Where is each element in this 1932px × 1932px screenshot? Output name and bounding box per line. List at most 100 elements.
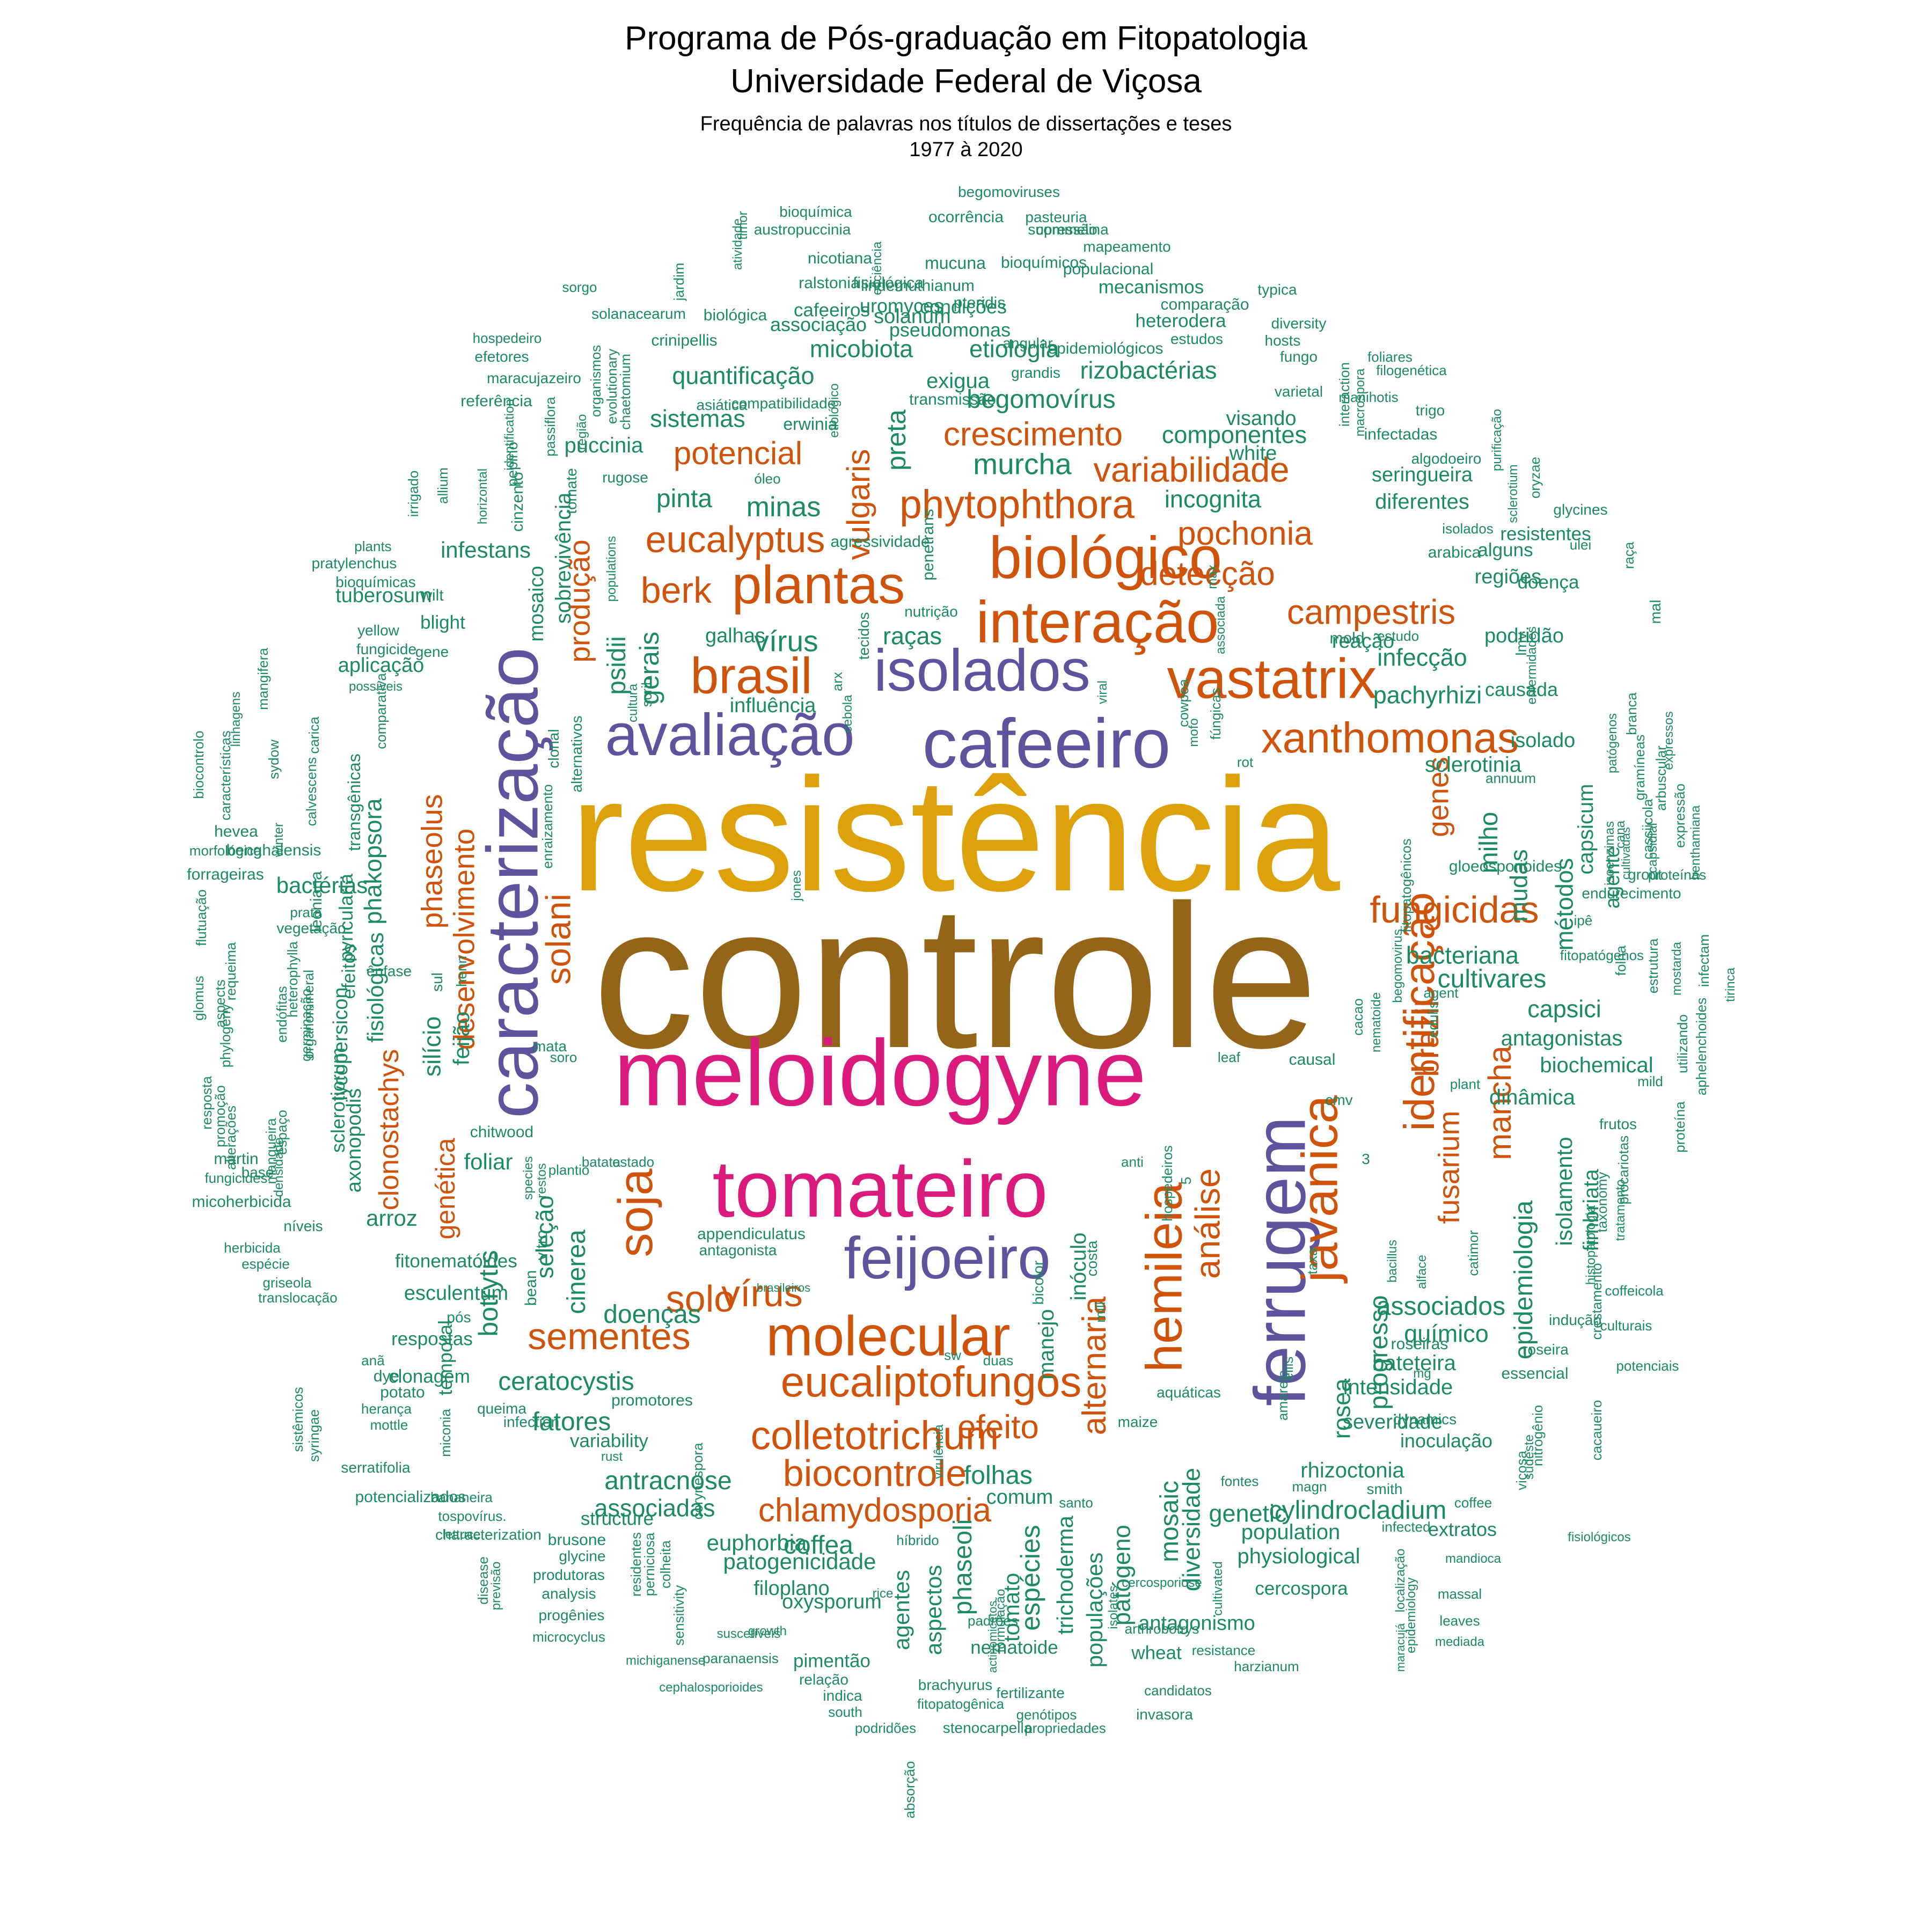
word-perniciosa: perniciosa: [641, 1532, 657, 1597]
word-dye: dye: [373, 1367, 400, 1385]
word-patogenicidade: patogenicidade: [723, 1549, 876, 1574]
word-bicolor: bicolor: [1030, 1260, 1046, 1305]
word-avaliacao: avaliação: [605, 702, 855, 768]
word-potato: potato: [380, 1384, 425, 1401]
word-prata: prata: [290, 904, 322, 920]
word-feijao: feijão: [449, 1011, 474, 1066]
word-amarelo: amarelo: [1275, 1370, 1291, 1421]
word-lindemuthianum: lindemuthianum: [861, 277, 975, 295]
word-glomus: glomus: [191, 976, 207, 1021]
word-deteccao: detecção: [1140, 555, 1275, 592]
word-hospedeiros: hospedeiros: [1159, 1145, 1175, 1221]
word-white: white: [1229, 442, 1277, 465]
word-hosts: hosts: [1264, 332, 1301, 349]
word-biologico: biológico: [989, 525, 1223, 591]
word-massal: massal: [1437, 1586, 1482, 1602]
word-folhas: folhas: [963, 1461, 1033, 1490]
word-phylogeny: phylogeny: [217, 1004, 233, 1068]
word-growth: growth: [748, 1624, 787, 1638]
word-macrospora: macrospora: [1353, 368, 1367, 437]
word-paranaensis: paranaensis: [702, 1650, 779, 1666]
word-rice: rice: [872, 1586, 894, 1601]
word-suscetiveis: suscetíveis: [716, 1627, 781, 1641]
word-crestamento: crestamento: [1589, 1263, 1605, 1340]
word-filoplano: filoplano: [753, 1577, 830, 1600]
word-incognita: incognita: [1164, 485, 1262, 513]
word-candidatos: candidatos: [1144, 1682, 1212, 1699]
word-oxysporum: oxysporum: [782, 1591, 882, 1613]
word-raca: raça: [1621, 541, 1637, 569]
word-corynespora: corynespora: [690, 1443, 706, 1520]
word-typica: typica: [1257, 281, 1297, 298]
word-tecidos: tecidos: [855, 612, 872, 660]
word-oleo: óleo: [754, 471, 781, 487]
word-martin: martin: [214, 1150, 259, 1168]
word-taxa: taxa: [1304, 1248, 1320, 1275]
word-eucalyptus: eucalyptus: [645, 518, 825, 560]
word-griseola: griseola: [262, 1275, 312, 1291]
word-silicio: silício: [418, 1016, 446, 1077]
word-michiganense: michiganense: [625, 1653, 706, 1668]
word-solani: solani: [538, 894, 578, 985]
word-fungicidas: fungicidas: [1370, 889, 1539, 931]
word-soro: soro: [550, 1049, 577, 1065]
word-isolamento: isolamento: [1552, 1137, 1577, 1246]
word-euphorbia: euphorbia: [706, 1530, 807, 1555]
word-catimor: catimor: [1465, 1230, 1481, 1276]
word-analysis: analysis: [541, 1585, 596, 1602]
word-fisiologicos: fisiológicos: [1568, 1530, 1631, 1545]
word-calvescens: calvescens: [303, 757, 319, 826]
word-fungicas: fúngicas: [1208, 687, 1224, 740]
word-feijoeiro: feijoeiro: [844, 1225, 1051, 1291]
word-rhizoctonia: rhizoctonia: [1300, 1459, 1404, 1482]
word-plant: plant: [1450, 1076, 1481, 1092]
word-agent: agent: [1423, 985, 1459, 1001]
word-expressos: expressos: [1662, 711, 1676, 770]
word-compatibilidade: compatibilidade: [731, 395, 836, 412]
word-nicotiana: nicotiana: [807, 250, 873, 267]
word-cmv: cmv: [1325, 1092, 1353, 1108]
word-culturais: culturais: [1600, 1318, 1652, 1334]
word-comum: comum: [986, 1486, 1053, 1509]
word-sydow: sydow: [266, 740, 282, 779]
word-propriedades: propriedades: [1024, 1720, 1106, 1736]
word-mecanismos: mecanismos: [1098, 276, 1204, 298]
word-sensitivity: sensitivity: [671, 1585, 687, 1646]
word-gramineas: gramíneas: [1631, 734, 1648, 801]
word-cinerea: cinerea: [562, 1230, 591, 1314]
word-angular: angular: [1002, 335, 1053, 352]
word-phaseoli: phaseoli: [949, 1519, 977, 1615]
word-fisiologica: fisiológica: [853, 274, 924, 292]
word-frutos: frutos: [1599, 1116, 1637, 1132]
word-resistentes: resistentes: [1500, 523, 1591, 545]
word-pasteuria: pasteuria: [1025, 209, 1087, 225]
word-manihotis: manihotis: [1338, 389, 1399, 405]
word-arabica: arabica: [1428, 544, 1481, 561]
word-transmissao: transmissão: [909, 391, 996, 408]
word-sementes: sementes: [528, 1315, 691, 1357]
word-absorcao: absorção: [902, 1761, 918, 1819]
word-winter: winter: [272, 822, 286, 858]
word-benghalensis: benghalensis: [226, 841, 321, 859]
word-infectadas: infectadas: [1364, 426, 1438, 443]
word-morfologica: morfológica: [189, 843, 262, 859]
word-alteracoes: alterações: [223, 1106, 239, 1170]
word-isolados: isolados: [874, 638, 1091, 704]
word-densidade: densidade: [272, 1137, 286, 1197]
word-oryzae: oryzae: [1527, 456, 1543, 499]
word-biochemical: biochemical: [1540, 1053, 1653, 1077]
word-cacao: cacao: [1350, 998, 1366, 1036]
word-colheita: colheita: [657, 1540, 674, 1589]
word-leaves: leaves: [1439, 1613, 1480, 1629]
word-cultivadas: cultivadas: [1619, 827, 1633, 880]
word-analise: análise: [1188, 1168, 1227, 1279]
word-enraizamento: enraizamento: [539, 784, 555, 869]
word-campestris: campestris: [1286, 592, 1456, 632]
word-sistemas: sistemas: [650, 405, 745, 433]
word-begomoviruses: begomoviruses: [958, 184, 1060, 200]
word-racas: raças: [882, 622, 942, 650]
word-especie: espécie: [241, 1256, 290, 1272]
word-blight: blight: [420, 612, 465, 633]
word-potenciais: potenciais: [1616, 1358, 1679, 1374]
word-bacterias: bactérias: [276, 873, 368, 898]
